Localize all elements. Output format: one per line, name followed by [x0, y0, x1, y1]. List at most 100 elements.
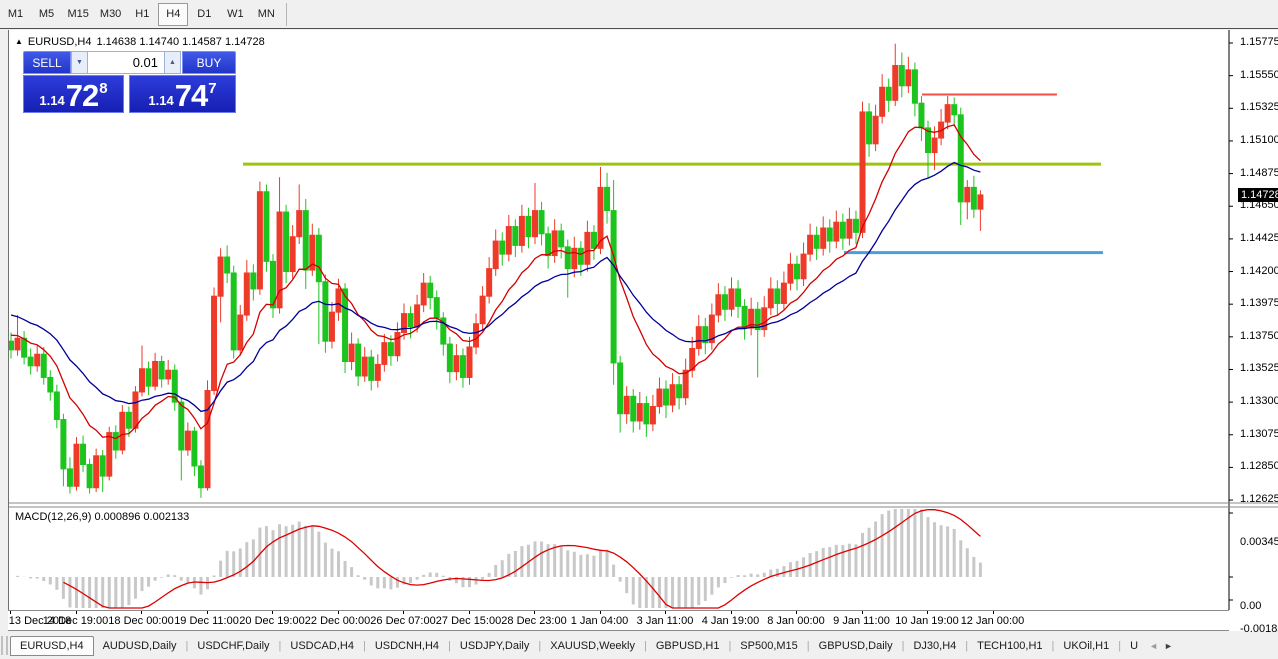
candle-body	[211, 295, 218, 392]
chart-window: ▲ EURUSD,H4 1.14638 1.14740 1.14587 1.14…	[8, 30, 1278, 635]
price-chart-canvas[interactable]	[9, 30, 1278, 631]
candle-body	[630, 395, 637, 422]
time-tick	[10, 611, 11, 614]
candle-body	[610, 210, 617, 364]
candle-body	[204, 390, 211, 489]
volume-increase-button[interactable]: ▲	[164, 51, 181, 74]
macd-signal-line	[63, 508, 981, 609]
sell-price-quote[interactable]: 1.14 72 8	[23, 75, 124, 113]
candle-body	[263, 191, 270, 262]
chart-tab-GBPUSD-H1[interactable]: GBPUSD,H1	[655, 639, 720, 652]
time-axis: 13 Dec 2018 14 Dec 19:00 18 Dec 00:00 19 De…	[8, 610, 1229, 631]
buy-button[interactable]: BUY	[182, 51, 236, 74]
candle-body	[695, 326, 702, 349]
sell-button[interactable]: SELL	[23, 51, 71, 74]
candle-body	[663, 388, 669, 406]
timeframe-toolbar: M1 M5 M15 M30 H1 H4 D1 W1 MN	[0, 0, 1278, 29]
candle-body	[898, 64, 905, 87]
tab-list: EURUSD,H4 AUDUSD,Daily | USDCHF,Daily | USDCA…	[10, 635, 1147, 656]
candle-body	[165, 369, 172, 380]
candle-body	[892, 64, 899, 101]
chart-tab-U[interactable]: U	[1130, 639, 1139, 652]
timeframe-button-M5[interactable]: M5	[38, 8, 55, 20]
chart-tab-SP500-M15[interactable]: SP500,M15	[740, 639, 798, 652]
timeframe-button-M15[interactable]: M15	[67, 8, 89, 20]
chart-tab-USDCNH-H4[interactable]: USDCNH,H4	[374, 639, 440, 652]
candle-body	[564, 246, 571, 270]
candle-body	[656, 388, 663, 407]
timeframe-button-M30[interactable]: M30	[99, 8, 122, 20]
chart-tab-USDCHF-Daily[interactable]: USDCHF,Daily	[197, 639, 270, 652]
candle-body	[453, 355, 460, 373]
candle-body	[794, 263, 800, 280]
time-tick	[337, 611, 339, 614]
tab-scroll-right-icon[interactable]: ►	[1163, 640, 1173, 651]
chart-tab-EURUSD-H4[interactable]: EURUSD,H4	[10, 635, 94, 656]
tab-scroll-controls: ◄ ►	[1149, 641, 1173, 651]
time-tick	[534, 611, 535, 614]
buy-price-quote[interactable]: 1.14 74 7	[129, 75, 236, 113]
candle-body	[525, 215, 532, 238]
candle-body	[217, 256, 224, 297]
timeframe-button-H4[interactable]: H4	[158, 2, 189, 26]
timeframe-button-M1[interactable]: M1	[7, 8, 24, 20]
tab-separator: |	[1051, 639, 1055, 652]
time-axis-label: 8 Jan 00:00	[767, 615, 825, 627]
candle-body	[60, 419, 67, 470]
macd-axis-label: 0.003452	[1240, 536, 1278, 548]
candle-body	[708, 314, 715, 344]
time-axis-label: 4 Jan 19:00	[701, 615, 760, 627]
candle-body	[40, 353, 47, 378]
candle-body	[407, 313, 414, 328]
candle-body	[774, 288, 781, 304]
chart-tab-DJ30-H4[interactable]: DJ30,H4	[913, 639, 957, 652]
timeframe-button-W1[interactable]: W1	[227, 8, 244, 20]
candle-body	[780, 282, 787, 304]
timeframe-button-H1[interactable]: H1	[135, 8, 150, 20]
candle-body	[145, 368, 152, 387]
candle-body	[636, 403, 643, 422]
candle-body	[649, 405, 656, 425]
candle-body	[270, 260, 276, 309]
candle-body	[440, 317, 447, 345]
time-tick	[861, 611, 863, 614]
time-axis-label: 18 Dec 00:00	[108, 615, 174, 627]
chart-tab-USDCAD-H4[interactable]: USDCAD,H4	[290, 639, 354, 652]
price-axis-label: 1.12625	[1240, 493, 1278, 506]
chart-tab-UKOil-H1[interactable]: UKOil,H1	[1063, 639, 1110, 652]
chart-tab-XAUUSD-Weekly[interactable]: XAUUSD,Weekly	[550, 639, 635, 652]
candle-body	[551, 230, 558, 257]
tab-separator: |	[965, 639, 969, 652]
timeframe-button-D1[interactable]: D1	[197, 8, 212, 20]
tab-scroll-left-icon[interactable]: ◄	[1149, 640, 1158, 651]
volume-input[interactable]	[88, 51, 164, 74]
candle-body	[73, 443, 80, 487]
chart-tab-GBPUSD-Daily[interactable]: GBPUSD,Daily	[818, 639, 893, 652]
volume-decrease-button[interactable]: ▼	[71, 51, 88, 74]
timeframe-button-MN[interactable]: MN	[257, 8, 275, 20]
time-tick	[796, 611, 797, 614]
candle-body	[394, 331, 401, 357]
candle-body	[106, 432, 113, 477]
candle-body	[735, 288, 742, 307]
candle-body	[243, 272, 250, 316]
time-tick	[75, 611, 77, 614]
time-axis-label: 19 Dec 11:00	[174, 615, 239, 627]
candle-body	[374, 363, 381, 381]
candle-body	[741, 305, 748, 329]
macd-indicator-label: MACD(12,26,9) 0.000896 0.002133	[15, 511, 190, 523]
chart-tab-TECH100-H1[interactable]: TECH100,H1	[977, 639, 1043, 652]
chart-tab-AUDUSD-Daily[interactable]: AUDUSD,Daily	[102, 639, 177, 652]
chart-tab-USDJPY-Daily[interactable]: USDJPY,Daily	[459, 639, 530, 652]
expand-panel-icon[interactable]: ▲	[15, 37, 23, 46]
time-tick	[141, 611, 142, 614]
candle-body	[289, 236, 296, 273]
ohlc-values: 1.14638 1.14740 1.14587 1.14728	[96, 36, 265, 48]
candle-body	[342, 288, 349, 362]
candle-body	[977, 194, 984, 210]
candle-body	[309, 234, 316, 271]
tab-separator: |	[278, 639, 282, 652]
tabbar-grip[interactable]	[1, 636, 8, 655]
time-axis-label: 1 Jan 04:00	[570, 615, 629, 627]
time-tick	[206, 611, 208, 614]
